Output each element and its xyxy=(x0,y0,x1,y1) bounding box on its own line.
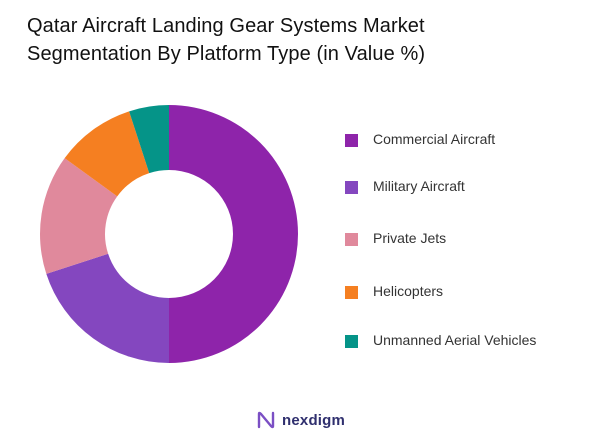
donut-slice-unmanned-aerial-vehicles xyxy=(129,105,169,174)
donut-slice-commercial-aircraft xyxy=(169,105,298,363)
donut-slice-private-jets xyxy=(40,158,118,274)
legend-swatch xyxy=(345,233,358,246)
legend-label: Unmanned Aerial Vehicles xyxy=(373,332,537,348)
legend-swatch xyxy=(345,134,358,147)
legend-swatch xyxy=(345,335,358,348)
legend-swatch xyxy=(345,181,358,194)
chart-title-line-1: Qatar Aircraft Landing Gear Systems Mark… xyxy=(27,15,425,37)
legend-swatch xyxy=(345,286,358,299)
brand-name: nexdigm xyxy=(282,412,346,429)
donut-slice-military-aircraft xyxy=(46,253,170,363)
chart-title: Qatar Aircraft Landing Gear Systems Mark… xyxy=(27,12,567,68)
legend-label: Helicopters xyxy=(373,283,444,299)
legend-label: Military Aircraft xyxy=(373,178,465,194)
legend-label: Commercial Aircraft xyxy=(373,131,496,147)
legend-label: Private Jets xyxy=(373,230,447,246)
nexdigm-logo-icon xyxy=(257,411,275,429)
donut-slice-helicopters xyxy=(64,111,150,197)
chart-title-line-2: Segmentation By Platform Type (in Value … xyxy=(27,43,426,65)
